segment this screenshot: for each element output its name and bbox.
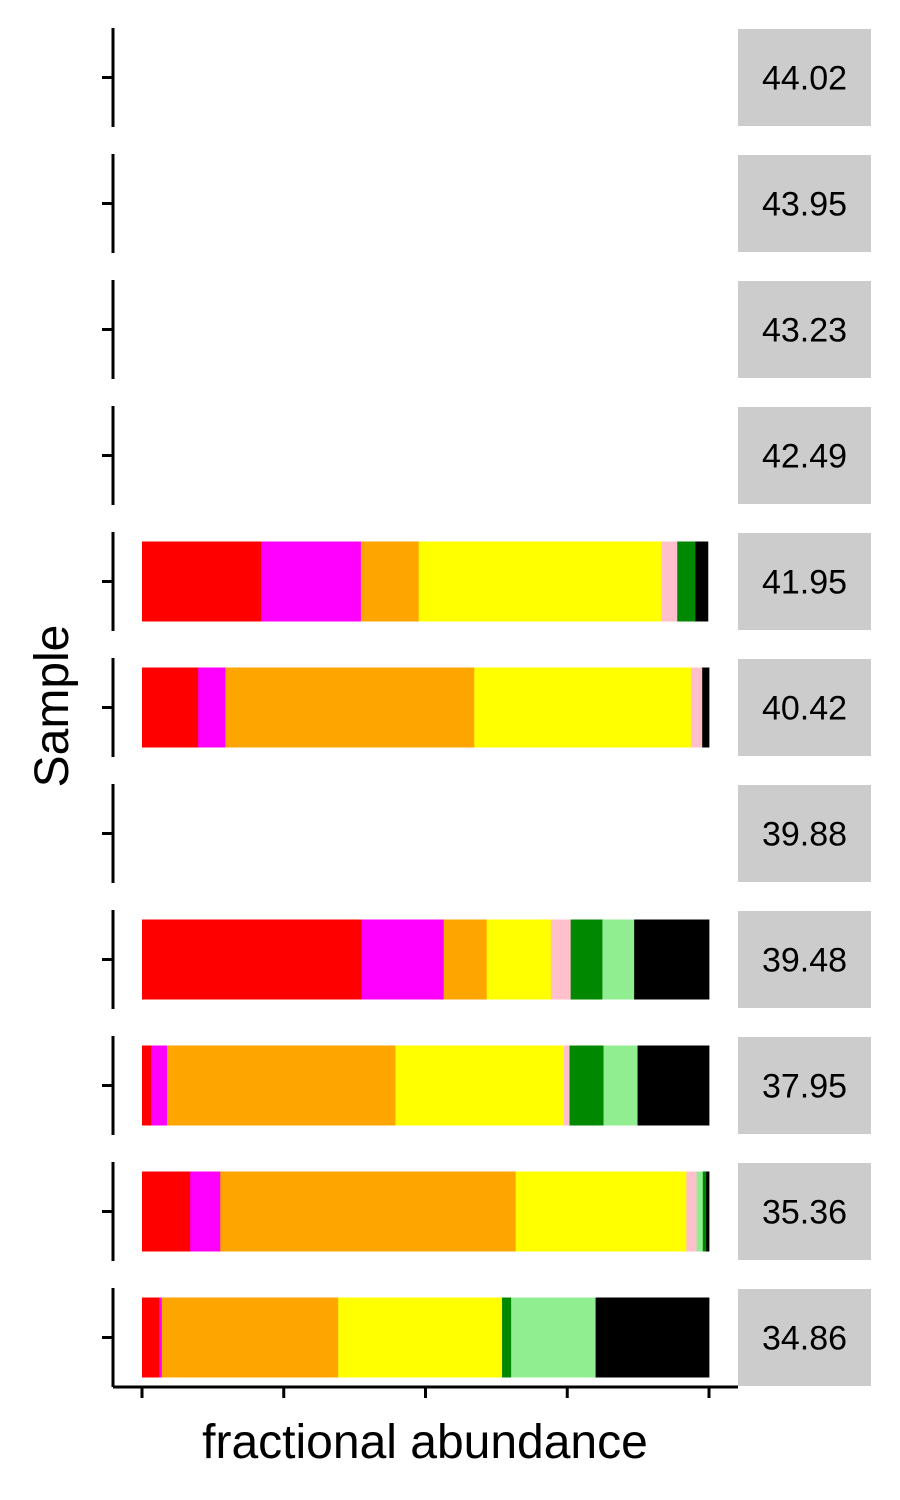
bar-segment (595, 1297, 710, 1378)
bar-segment (337, 1045, 396, 1126)
facet-panel-37-95: 37.95 (102, 1036, 871, 1135)
bar-segment (313, 667, 475, 748)
bar-segment (472, 541, 662, 622)
bar-segment (686, 1171, 697, 1252)
facet-strip (738, 1037, 871, 1134)
bar-segment (161, 1297, 339, 1378)
bar-segment (142, 1297, 160, 1378)
bar-segment (677, 541, 696, 622)
bar-segment (159, 1297, 163, 1378)
facet-strip (738, 281, 871, 378)
bar-segment (261, 541, 286, 622)
facet-panel-44-02: 44.02 (102, 28, 871, 127)
facet-panels: 44.02 43.95 43.23 42.49 41.95 40.42 39.88 39.48… (102, 28, 871, 1387)
bar-segment (361, 919, 445, 1000)
bar-segment (634, 919, 710, 1000)
bar-segment (297, 1171, 517, 1252)
facet-strip-label: 44.02 (762, 60, 847, 98)
facet-strip-label: 42.49 (762, 438, 847, 476)
bar-segment (142, 1045, 152, 1126)
bar-segment (151, 1045, 168, 1126)
facet-panel-40-42: 40.42 (102, 658, 871, 757)
bar-segment (550, 919, 572, 1000)
bar-segment (166, 1045, 338, 1126)
facet-strip (738, 1289, 871, 1386)
bar-segment (570, 919, 603, 1000)
bar-segment (637, 1045, 710, 1126)
facet-strip-label: 41.95 (762, 564, 847, 602)
bar-segment (142, 919, 277, 1000)
facet-strip (738, 29, 871, 126)
facet-panel-39-88: 39.88 (102, 784, 871, 883)
facet-strip (738, 1163, 871, 1260)
bar-segment (284, 541, 362, 622)
bar-segment (511, 1297, 596, 1378)
bar-segment (602, 919, 635, 1000)
facet-strip (738, 155, 871, 252)
bar-segment (486, 919, 552, 1000)
facet-panel-43-95: 43.95 (102, 154, 871, 253)
facet-strip-label: 34.86 (762, 1320, 847, 1358)
facet-panel-41-95: 41.95 (102, 532, 871, 631)
bar-segment (502, 1297, 512, 1378)
bar-segment (142, 541, 186, 622)
bar-segment (338, 1297, 503, 1378)
bar-segment (190, 1171, 221, 1252)
bar-segment (515, 1171, 687, 1252)
bar-segment (225, 667, 314, 748)
facet-panel-34-86: 34.86 (102, 1288, 871, 1387)
facet-panel-43-23: 43.23 (102, 280, 871, 379)
bar-segment (702, 667, 710, 748)
bar-segment (142, 1171, 191, 1252)
facet-strip (738, 407, 871, 504)
bar-segment (695, 541, 709, 622)
facet-strip-label: 37.95 (762, 1068, 847, 1106)
bar-segment (706, 1171, 710, 1252)
bar-segment (185, 541, 262, 622)
facet-strip-label: 43.23 (762, 312, 847, 350)
bar-segment (474, 667, 578, 748)
bar-segment (395, 1045, 565, 1126)
facet-panel-39-48: 39.48 (102, 910, 871, 1009)
bar-segment (603, 1045, 638, 1126)
bar-segment (661, 541, 678, 622)
bar-segment (576, 667, 692, 748)
facet-strip-label: 39.48 (762, 942, 847, 980)
facet-panel-42-49: 42.49 (102, 406, 871, 505)
bar-segment (696, 1171, 704, 1252)
facet-strip-label: 40.42 (762, 690, 847, 728)
x-axis-title: fractional abundance (202, 1416, 648, 1469)
facet-strip (738, 911, 871, 1008)
facet-strip (738, 533, 871, 630)
bar-segment (418, 541, 473, 622)
facet-strip (738, 659, 871, 756)
bar-segment (563, 1045, 570, 1126)
bar-segment (360, 541, 420, 622)
facet-strip (738, 785, 871, 882)
facet-strip-label: 35.36 (762, 1194, 847, 1232)
bar-segment (690, 667, 703, 748)
bar-segment (275, 919, 362, 1000)
facet-strip-label: 43.95 (762, 186, 847, 224)
x-axis (113, 1385, 738, 1398)
facet-panel-35-36: 35.36 (102, 1162, 871, 1261)
bar-segment (702, 1171, 707, 1252)
bar-segment (569, 1045, 604, 1126)
bar-segment (198, 667, 226, 748)
bar-segment (443, 919, 488, 1000)
facet-strip-label: 39.88 (762, 816, 847, 854)
y-axis-title: Sample (26, 625, 79, 788)
bar-segment (220, 1171, 299, 1252)
bar-segment (142, 667, 199, 748)
